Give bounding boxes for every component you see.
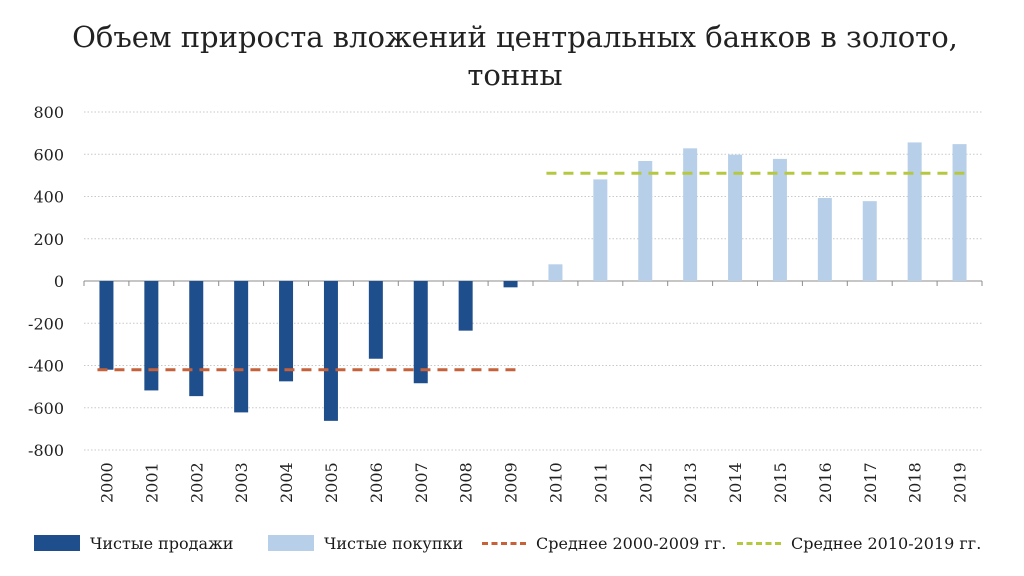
chart-title-line2: тонны — [467, 58, 563, 92]
x-tick-label: 2009 — [502, 462, 521, 503]
legend-item-net-sales: Чистые продажи — [34, 530, 233, 556]
legend-label-net-purchases: Чистые покупки — [324, 533, 464, 553]
bar-net-sales — [323, 281, 338, 421]
chart-legend: Чистые продажи Чистые покупки Среднее 20… — [0, 530, 1024, 556]
x-tick-label: 2002 — [187, 462, 206, 503]
x-tick-label: 2015 — [771, 462, 790, 503]
legend-item-net-purchases: Чистые покупки — [268, 530, 463, 556]
x-tick-label: 2016 — [816, 462, 835, 503]
x-tick-label: 2019 — [951, 462, 970, 503]
x-tick-label: 2018 — [906, 462, 925, 503]
y-tick-label: -600 — [28, 399, 64, 418]
legend-label-avg-2000-2009: Среднее 2000-2009 гг. — [536, 533, 727, 553]
bar-net-purchases — [683, 148, 698, 281]
bar-net-purchases — [862, 201, 877, 281]
bar-net-purchases — [772, 158, 787, 281]
x-tick-label: 2005 — [322, 462, 341, 503]
x-tick-label: 2012 — [636, 462, 655, 503]
y-tick-label: 600 — [33, 145, 64, 164]
legend-item-avg-2000-2009: Среднее 2000-2009 гг. — [482, 530, 726, 556]
chart-title-line1: Объем прироста вложений центральных банк… — [72, 20, 958, 54]
y-tick-label: 400 — [33, 188, 64, 207]
legend-swatch-avg-2010-2019 — [737, 541, 781, 545]
bar-net-purchases — [817, 197, 832, 281]
x-tick-label: 2010 — [546, 462, 565, 503]
x-tick-label: 2008 — [457, 462, 476, 503]
legend-swatch-avg-2000-2009 — [482, 541, 526, 545]
bar-net-sales — [279, 281, 294, 382]
y-tick-label: -200 — [28, 314, 64, 333]
bar-net-purchases — [593, 179, 608, 281]
bar-net-sales — [189, 281, 204, 397]
y-tick-label: 200 — [33, 230, 64, 249]
x-tick-label: 2006 — [367, 462, 386, 503]
y-tick-label: -800 — [28, 441, 64, 460]
bar-net-purchases — [907, 142, 922, 281]
legend-label-avg-2010-2019: Среднее 2010-2019 гг. — [791, 533, 982, 553]
legend-label-net-sales: Чистые продажи — [90, 533, 234, 553]
y-tick-label: 0 — [54, 272, 64, 291]
legend-swatch-net-purchases — [268, 535, 314, 551]
bar-net-purchases — [548, 264, 563, 281]
x-tick-label: 2007 — [412, 462, 431, 503]
bar-net-purchases — [728, 154, 743, 281]
bar-net-sales — [368, 281, 383, 359]
bar-net-purchases — [952, 144, 967, 281]
x-tick-label: 2014 — [726, 462, 745, 503]
x-tick-label: 2013 — [681, 462, 700, 503]
bar-net-purchases — [638, 161, 653, 281]
x-tick-label: 2003 — [232, 462, 251, 503]
legend-swatch-net-sales — [34, 535, 80, 551]
x-tick-label: 2000 — [97, 462, 116, 503]
chart-title: Объем прироста вложений центральных банк… — [0, 18, 1024, 94]
bar-net-sales — [234, 281, 249, 413]
x-tick-label: 2001 — [142, 462, 161, 503]
bar-net-sales — [458, 281, 473, 331]
x-tick-label: 2004 — [277, 462, 296, 503]
y-tick-label: -400 — [28, 357, 64, 376]
x-tick-label: 2017 — [861, 462, 880, 503]
x-tick-label: 2011 — [591, 462, 610, 503]
bar-net-sales — [503, 281, 518, 288]
bar-net-sales — [99, 281, 114, 370]
bar-net-sales — [144, 281, 159, 391]
y-tick-label: 800 — [33, 103, 64, 122]
legend-item-avg-2010-2019: Среднее 2010-2019 гг. — [737, 530, 981, 556]
bar-net-sales — [413, 281, 428, 384]
